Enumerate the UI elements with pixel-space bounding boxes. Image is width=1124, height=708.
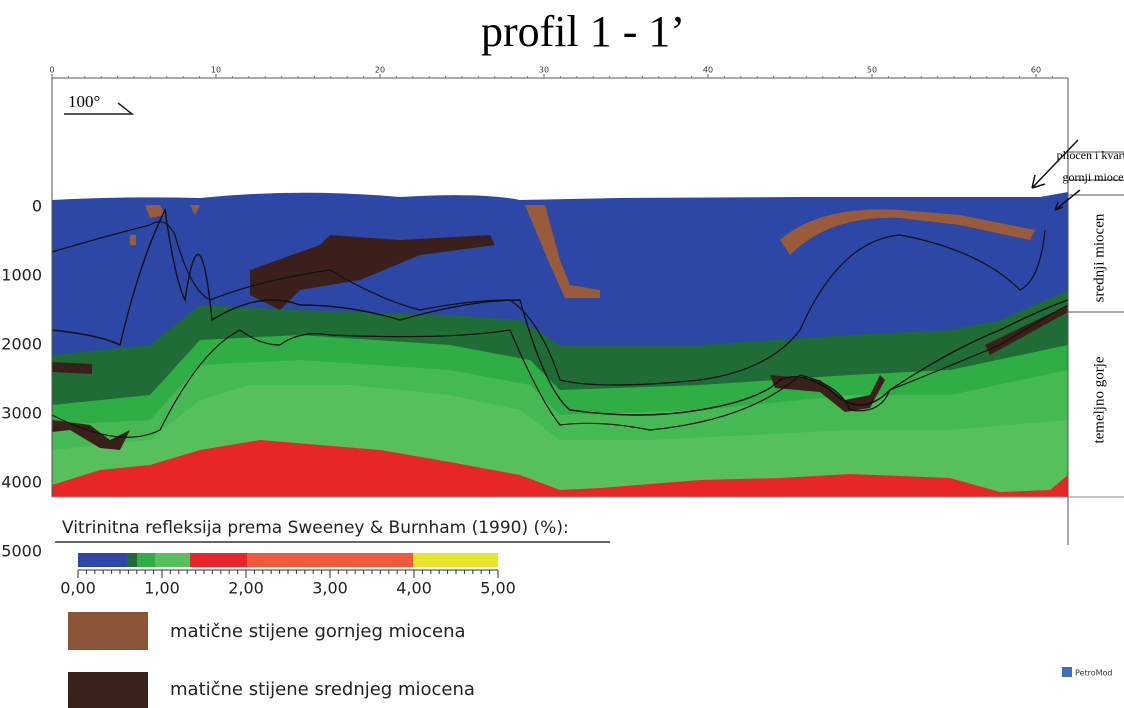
top-tick-label: 40: [703, 66, 713, 75]
upper-miocene-source: [130, 205, 200, 245]
logo-icon: [1062, 667, 1072, 677]
colorbar-segment: [137, 553, 155, 567]
legend-label: matične stijene gornjeg miocena: [170, 621, 466, 642]
colorbar-tick-label: 5,00: [480, 579, 516, 598]
horizon: [51, 207, 1069, 416]
top-tick-label: 0: [49, 66, 54, 75]
legend-label: matične stijene srednjeg miocena: [170, 679, 475, 700]
colorbar-tick-label: 2,00: [228, 579, 264, 598]
depth-tick-label: 1000: [1, 266, 42, 285]
middle-miocene-source: [52, 420, 130, 450]
unit-label: pliocen i kvartar: [1057, 148, 1124, 162]
unit-label: temeljno gorje: [1091, 356, 1107, 443]
colorbar-tick-label: 1,00: [144, 579, 180, 598]
depth-tick-label: 4000: [1, 473, 42, 492]
middle-miocene-source: [770, 375, 885, 412]
frame: [51, 77, 1124, 545]
colorbar-tick-label: 3,00: [312, 579, 348, 598]
middle-miocene-source: [52, 362, 92, 374]
colorbar-tick-label: 0,00: [60, 579, 96, 598]
middle-miocene-source: [250, 235, 495, 310]
orientation: 100°: [68, 92, 100, 111]
depth-tick-label: 2000: [1, 335, 42, 354]
colorbar: [78, 553, 498, 571]
colorbar-tick-label: 4,00: [396, 579, 432, 598]
legend-swatch: [68, 612, 148, 650]
unit-label: srednji miocen: [1091, 213, 1107, 302]
upper-miocene-source: [780, 209, 1035, 255]
title: profil 1 - 1’: [481, 7, 685, 56]
top-tick-label: 50: [867, 66, 877, 75]
top-tick-label: 60: [1031, 66, 1041, 75]
horizon: [51, 221, 1046, 386]
colorbar-segment: [155, 553, 190, 567]
unit-label: gornji miocen: [1063, 170, 1124, 184]
section-layers: [51, 192, 1069, 497]
upper-miocene-source: [525, 205, 600, 298]
logo: PetroMod: [1075, 669, 1112, 678]
colorbar-segment: [78, 553, 127, 567]
colorbar-title: Vitrinitna refleksija prema Sweeney & Bu…: [62, 518, 569, 538]
arrow: [1031, 139, 1079, 189]
depth-tick-label: 3000: [1, 404, 42, 423]
depth-tick-label: 5000: [1, 542, 42, 561]
middle-miocene-source: [985, 305, 1068, 355]
colorbar-segment: [413, 553, 498, 567]
top-tick-label: 20: [375, 66, 385, 75]
top-tick-label: 10: [211, 66, 221, 75]
colorbar-segment: [127, 553, 137, 567]
colorbar-segment: [190, 553, 247, 567]
horizon: [51, 304, 1069, 438]
colorbar-segment: [247, 553, 413, 567]
orientation-symbol: [64, 102, 135, 115]
arrow: [1054, 189, 1081, 211]
top-tick-label: 30: [539, 66, 549, 75]
legend-swatch: [68, 672, 148, 708]
depth-tick-label: 0: [32, 197, 42, 216]
